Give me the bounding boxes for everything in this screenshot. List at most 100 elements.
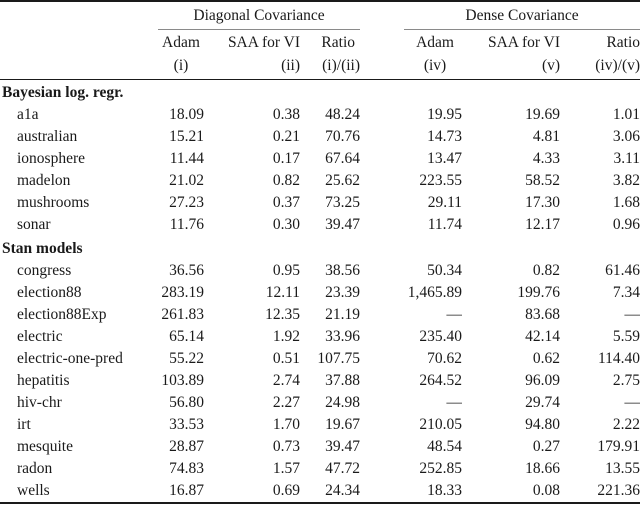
cell-value: 17.30: [525, 194, 561, 211]
col-header-saa-v: SAA for VI: [487, 34, 561, 51]
table-row: hiv-chr 56.80 2.27 24.98 — 29.74 —: [0, 392, 640, 414]
cell-value: 27.23: [169, 194, 204, 211]
cell-value: 4.33: [532, 150, 561, 167]
cell-value: 15.21: [169, 128, 204, 145]
row-label: electric-one-pred: [17, 350, 123, 367]
cell-value: 0.69: [272, 482, 300, 499]
cell-value: 25.62: [325, 172, 361, 189]
cell-value: 13.47: [427, 150, 463, 167]
cell-value: 223.55: [419, 172, 463, 189]
table-row: madelon 21.02 0.82 25.62 223.55 58.52 3.82: [0, 170, 640, 192]
col-header-ratio-iv-v: Ratio: [606, 34, 640, 51]
cell-value: 58.52: [525, 172, 561, 189]
cell-value: 29.74: [525, 394, 561, 411]
cell-value: 0.82: [272, 172, 300, 189]
cell-value: 39.47: [325, 216, 361, 233]
cell-value: 252.85: [419, 460, 463, 477]
table-row: election88 283.19 12.11 23.39 1,465.89 199.76…: [0, 282, 640, 304]
cell-value: 65.14: [169, 328, 204, 345]
group-label-dense: Dense Covariance: [404, 6, 640, 30]
cell-value: 11.76: [169, 216, 204, 233]
table-row: wells 16.87 0.69 24.34 18.33 0.08 221.36: [0, 480, 640, 503]
group-cell-dense: Dense Covariance: [360, 1, 640, 30]
table-row: election88Exp 261.83 12.35 21.19 — 83.68 —: [0, 304, 640, 326]
cell-value: 0.08: [532, 482, 561, 499]
row-label: electric: [17, 328, 63, 345]
cell-value: 55.22: [169, 350, 204, 367]
cell-value: 67.64: [325, 150, 361, 167]
cell-value: 0.37: [272, 194, 300, 211]
cell-value: —: [446, 306, 463, 323]
cell-value: 210.05: [419, 416, 463, 433]
cell-value: 47.72: [325, 460, 361, 477]
col-subheader-v: (v): [462, 55, 561, 80]
row-label: election88: [17, 284, 82, 301]
col-header-adam-i: Adam: [162, 34, 200, 51]
col-header-adam-iv: Adam: [416, 34, 454, 51]
cell-value: 1.01: [612, 106, 640, 123]
cell-value: 261.83: [161, 306, 204, 323]
cell-value: 2.27: [272, 394, 300, 411]
col-header-saa-ii: SAA for VI: [227, 34, 300, 51]
cell-value: 50.34: [427, 262, 463, 279]
subheader-spacer: [0, 55, 158, 80]
cell-value: 14.73: [427, 128, 463, 145]
cell-value: —: [446, 394, 463, 411]
cell-value: 12.35: [265, 306, 300, 323]
cell-value: 48.54: [427, 438, 463, 455]
cell-value: 235.40: [419, 328, 463, 345]
row-label: ionosphere: [17, 150, 86, 167]
table-row: irt 33.53 1.70 19.67 210.05 94.80 2.22: [0, 414, 640, 436]
group-header-row: Diagonal Covariance Dense Covariance: [0, 1, 640, 30]
cell-value: 11.74: [427, 216, 463, 233]
group-label-diagonal: Diagonal Covariance: [158, 6, 361, 30]
table-row: radon 74.83 1.57 47.72 252.85 18.66 13.55: [0, 458, 640, 480]
cell-value: 39.47: [325, 438, 361, 455]
table-row: australian 15.21 0.21 70.76 14.73 4.81 3.06: [0, 126, 640, 148]
row-label: hepatitis: [17, 372, 70, 389]
cell-value: 24.34: [325, 482, 361, 499]
table-row: sonar 11.76 0.30 39.47 11.74 12.17 0.96: [0, 214, 640, 236]
col-subheader-iv-v: (iv)/(v): [560, 55, 640, 80]
cell-value: 114.40: [597, 350, 640, 367]
table-row: mushrooms 27.23 0.37 73.25 29.11 17.30 1.68: [0, 192, 640, 214]
row-label: australian: [17, 128, 78, 145]
group-cell-diagonal: Diagonal Covariance: [158, 1, 361, 30]
cell-value: 3.82: [612, 172, 640, 189]
table-row: mesquite 28.87 0.73 39.47 48.54 0.27 179.91: [0, 436, 640, 458]
cell-value: 37.88: [325, 372, 361, 389]
cell-value: 5.59: [612, 328, 640, 345]
cell-value: 7.34: [612, 284, 640, 301]
cell-value: 264.52: [419, 372, 463, 389]
section-title: Bayesian log. regr.: [2, 84, 124, 101]
cell-value: 18.09: [169, 106, 204, 123]
row-label: wells: [17, 482, 50, 499]
section-title: Stan models: [2, 240, 83, 257]
corner-spacer: [0, 1, 158, 30]
cell-value: 42.14: [525, 328, 561, 345]
cell-value: 107.75: [317, 350, 361, 367]
cell-value: —: [624, 394, 640, 411]
row-label: madelon: [17, 172, 71, 189]
cell-value: 28.87: [169, 438, 204, 455]
cell-value: 0.82: [532, 262, 561, 279]
cell-value: 221.36: [597, 482, 640, 499]
cell-value: 23.39: [325, 284, 361, 301]
col-subheader-i: (i): [158, 55, 204, 80]
table-row: electric-one-pred 55.22 0.51 107.75 70.62 0.6…: [0, 348, 640, 370]
cell-value: —: [624, 306, 640, 323]
table-row: ionosphere 11.44 0.17 67.64 13.47 4.33 3.11: [0, 148, 640, 170]
cell-value: 19.69: [525, 106, 561, 123]
row-label: mushrooms: [17, 194, 90, 211]
col-subheader-ii: (ii): [204, 55, 300, 80]
col-subheader-iv: (iv): [360, 55, 463, 80]
row-label: hiv-chr: [17, 394, 62, 411]
cell-value: 1,465.89: [407, 284, 463, 301]
cell-value: 0.96: [612, 216, 640, 233]
row-label: a1a: [17, 106, 39, 123]
cell-value: 0.38: [272, 106, 300, 123]
table-row: a1a 18.09 0.38 48.24 19.95 19.69 1.01: [0, 104, 640, 126]
cell-value: 19.67: [325, 416, 361, 433]
cell-value: 36.56: [169, 262, 204, 279]
